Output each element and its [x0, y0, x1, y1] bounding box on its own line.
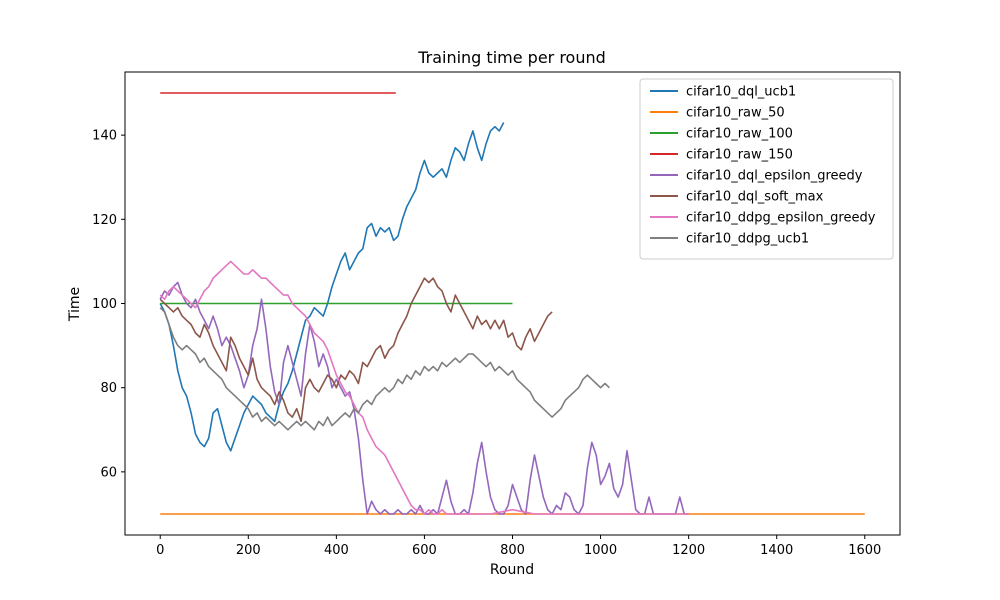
legend-label-cifar10-dql-soft-max: cifar10_dql_soft_max [686, 190, 824, 205]
legend: cifar10_dql_ucb1 cifar10_raw_50 cifar10_ra… [639, 78, 894, 260]
series-line-cifar10-ddpg-ucb1 [159, 307, 610, 431]
y-axis: 60 80 100 120 140 [92, 129, 125, 480]
y-tick-label: 140 [92, 129, 117, 144]
chart-title: Training time per round [417, 48, 606, 67]
series-line-cifar10-dql-soft-max [159, 277, 553, 423]
legend-label-cifar10-raw-150: cifar10_raw_150 [686, 148, 793, 163]
x-tick-label: 600 [412, 543, 437, 558]
x-axis: 0 200 400 600 800 1000 1200 1400 1600 [156, 535, 881, 558]
x-tick-label: 800 [500, 543, 525, 558]
series-line-cifar10-dql-ucb1 [159, 122, 505, 452]
legend-label-cifar10-dql-epsilon-greedy: cifar10_dql_epsilon_greedy [686, 169, 863, 184]
y-tick-label: 100 [92, 297, 117, 312]
legend-box [639, 78, 894, 260]
x-axis-label: Round [490, 562, 534, 578]
plot-lines [159, 92, 865, 515]
x-tick-label: 1600 [848, 543, 881, 558]
series-line-cifar10-dql-epsilon-greedy [159, 281, 689, 515]
y-tick-label: 120 [92, 213, 117, 228]
legend-label-cifar10-ddpg-epsilon-greedy: cifar10_ddpg_epsilon_greedy [686, 211, 876, 226]
x-tick-label: 1000 [584, 543, 617, 558]
x-tick-label: 1400 [760, 543, 793, 558]
x-tick-label: 1200 [672, 543, 705, 558]
legend-label-cifar10-dql-ucb1: cifar10_dql_ucb1 [686, 85, 796, 100]
series-line-cifar10-ddpg-epsilon-greedy [159, 260, 689, 515]
x-tick-label: 200 [236, 543, 261, 558]
legend-label-cifar10-ddpg-ucb1: cifar10_ddpg_ucb1 [686, 232, 809, 247]
x-tick-label: 0 [156, 543, 164, 558]
y-axis-label: Time [67, 287, 83, 322]
legend-label-cifar10-raw-100: cifar10_raw_100 [686, 127, 793, 142]
legend-label-cifar10-raw-50: cifar10_raw_50 [686, 106, 785, 121]
y-tick-label: 80 [100, 381, 117, 396]
y-tick-label: 60 [100, 465, 117, 480]
x-tick-label: 400 [324, 543, 349, 558]
